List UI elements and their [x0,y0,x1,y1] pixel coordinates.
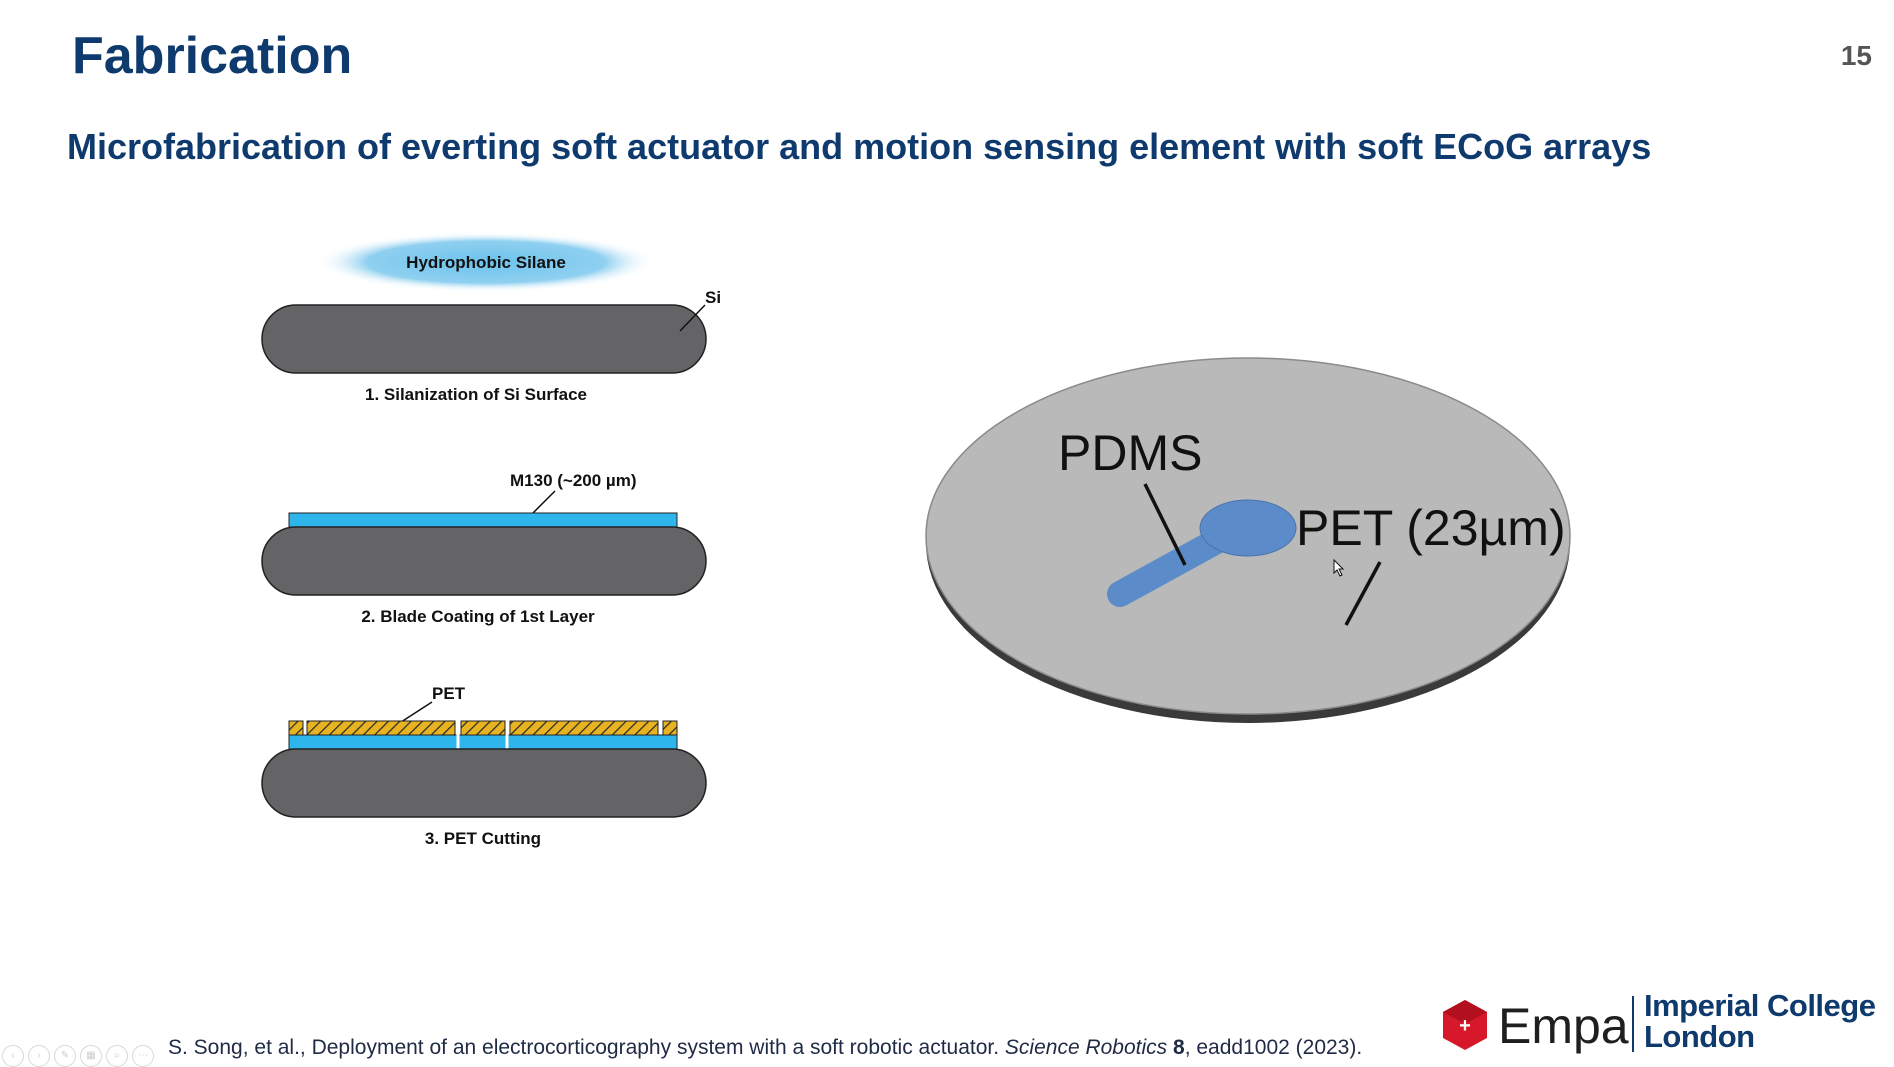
next-icon[interactable]: › [28,1045,50,1067]
slides-icon[interactable]: ▦ [80,1045,102,1067]
zoom-icon[interactable]: ⌕ [106,1045,128,1067]
pet-label-right: PET (23µm) [1296,500,1566,556]
si-leader-line [679,304,706,332]
si-label: Si [705,288,721,307]
silane-label: Hydrophobic Silane [406,253,566,272]
pet-segment [509,720,659,736]
pet-leader-line [397,701,433,725]
silane-cloud [316,232,656,292]
slide-subtitle: Microfabrication of everting soft actuat… [67,126,1652,167]
step3-caption: 3. PET Cutting [425,829,541,848]
actuator-head [1199,499,1297,557]
pet-segment [306,720,456,736]
pet-segment [288,720,304,736]
pet-leader-line-right [1344,561,1382,626]
pdms-label: PDMS [1058,425,1202,481]
pet-segment [662,720,678,736]
empa-logo-icon: + [1443,1000,1487,1050]
empa-logo-text: Empa [1498,998,1629,1054]
more-icon[interactable]: ⋯ [132,1045,154,1067]
si-wafer-2 [261,526,707,596]
si-wafer-1 [261,304,707,374]
logos: + Empa Imperial College London [1440,988,1880,1060]
page-number: 15 [1840,40,1872,71]
step2-caption: 2. Blade Coating of 1st Layer [361,607,595,626]
previous-icon[interactable]: ‹ [2,1045,24,1067]
logo-divider [1632,996,1634,1052]
citation-volume: 8 [1173,1036,1185,1059]
si-wafer-3 [261,748,707,818]
actuator-stem [1107,525,1235,607]
slide-title: Fabrication [72,27,353,85]
imperial-line2: London [1644,1019,1755,1054]
mouse-cursor [1333,558,1345,577]
citation-rest: , eadd1002 (2023). [1184,1036,1363,1059]
pen-icon[interactable]: ✎ [54,1045,76,1067]
imperial-line1: Imperial College [1644,988,1876,1023]
m130-label: M130 (~200 µm) [510,471,637,490]
citation: S. Song, et al., Deployment of an electr… [168,1036,1362,1060]
slideshow-controls: ‹ › ✎ ▦ ⌕ ⋯ [2,1045,154,1067]
imperial-logo: Imperial College London [1644,988,1876,1054]
svg-text:+: + [1459,1015,1471,1037]
step1-caption: 1. Silanization of Si Surface [365,385,587,404]
citation-journal: Science Robotics [1004,1036,1168,1059]
citation-authors: S. Song, et al., Deployment of an electr… [168,1036,1005,1059]
pet-label-left: PET [432,684,466,703]
pdms-leader-line [1143,483,1187,566]
pet-segment [460,720,506,736]
